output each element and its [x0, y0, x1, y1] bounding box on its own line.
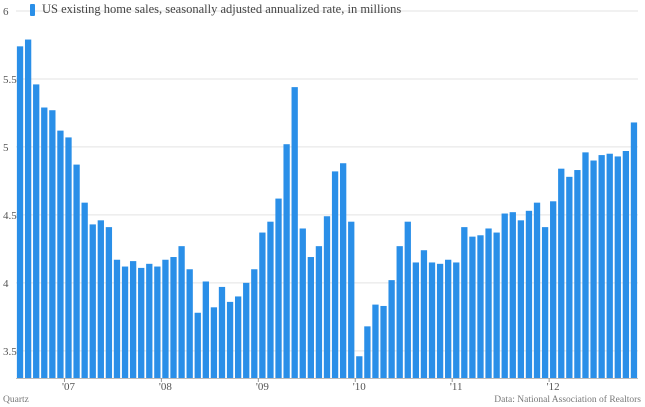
bar [210, 307, 218, 378]
bar [566, 176, 573, 378]
bar [590, 160, 597, 378]
bar [283, 144, 290, 378]
bar [469, 236, 476, 378]
bar [146, 263, 153, 378]
bar [380, 305, 387, 378]
bar [445, 259, 452, 378]
x-tick-label: '11 [450, 381, 463, 393]
bar [541, 227, 549, 378]
bar [251, 269, 258, 378]
bar [477, 235, 484, 378]
bar [453, 262, 460, 378]
bar [404, 221, 411, 378]
bar [396, 246, 403, 378]
x-tick-label: '08 [159, 381, 172, 393]
bar [105, 227, 113, 378]
legend-label: US existing home sales, seasonally adjus… [42, 2, 402, 16]
bar [614, 156, 621, 378]
source-credit: Data: National Association of Realtors [494, 395, 641, 405]
bar [550, 201, 557, 378]
bar [194, 312, 201, 378]
bar [275, 198, 282, 378]
bar [299, 228, 306, 378]
bar [582, 152, 589, 378]
bar [24, 39, 32, 379]
bar [113, 259, 121, 378]
bar [428, 262, 436, 378]
bar [485, 228, 492, 378]
bar [218, 286, 226, 378]
bar [574, 170, 581, 378]
bar [291, 87, 298, 378]
x-axis: '07 '08 '09 '10 '11 '12 [16, 378, 638, 393]
bar [178, 246, 185, 378]
bar [259, 232, 266, 378]
bar [493, 232, 500, 378]
bar [461, 227, 468, 378]
x-tick-label: '07 [62, 381, 75, 393]
bar [420, 250, 428, 378]
bar [315, 246, 323, 378]
bar [33, 84, 40, 379]
x-tick-label: '09 [256, 381, 269, 393]
bar [49, 110, 56, 379]
bar [138, 267, 145, 378]
bars [16, 39, 638, 379]
y-tick-label: 5.5 [3, 74, 17, 86]
bar [186, 269, 193, 378]
bar [606, 153, 613, 378]
bar [307, 257, 314, 378]
bar [412, 262, 420, 378]
bar [243, 282, 250, 378]
legend-swatch [30, 3, 35, 16]
bar [525, 210, 533, 378]
bar [323, 216, 331, 378]
bar [162, 259, 169, 378]
bar [356, 356, 363, 378]
bar [558, 168, 565, 378]
x-tick-label: '12 [547, 381, 560, 393]
bar [226, 301, 234, 378]
y-tick-label: 4.5 [3, 210, 17, 222]
y-tick-label: 4 [3, 278, 9, 290]
bar [65, 137, 72, 378]
bar [501, 213, 508, 378]
bar [89, 224, 96, 378]
bar [598, 155, 605, 378]
x-tick-label: '10 [353, 381, 366, 393]
bar [154, 266, 161, 378]
legend: US existing home sales, seasonally adjus… [30, 2, 401, 17]
bar [81, 202, 88, 378]
bar [340, 163, 347, 378]
bar [388, 280, 395, 378]
bar [622, 151, 630, 378]
bar [234, 296, 242, 378]
bar [202, 281, 209, 378]
bar [121, 266, 129, 378]
y-tick-label: 5 [3, 142, 9, 154]
bar [517, 220, 525, 378]
bar [267, 221, 274, 378]
bar [630, 122, 638, 378]
bar [16, 46, 24, 379]
bar [372, 304, 379, 378]
y-axis: 3.5 4 4.5 5 5.5 6 [3, 6, 17, 358]
bar [533, 202, 541, 378]
y-tick-label: 3.5 [3, 346, 17, 358]
brand-credit: Quartz [3, 395, 29, 405]
bar [348, 221, 355, 378]
bar [509, 212, 516, 378]
bar [57, 130, 64, 378]
bar [364, 326, 371, 378]
bar [41, 107, 48, 378]
bar [436, 263, 444, 378]
bar [97, 220, 104, 378]
bar [73, 164, 80, 378]
y-tick-label: 6 [3, 6, 9, 18]
bar [331, 171, 339, 378]
bar [129, 261, 137, 378]
bar [170, 257, 177, 378]
